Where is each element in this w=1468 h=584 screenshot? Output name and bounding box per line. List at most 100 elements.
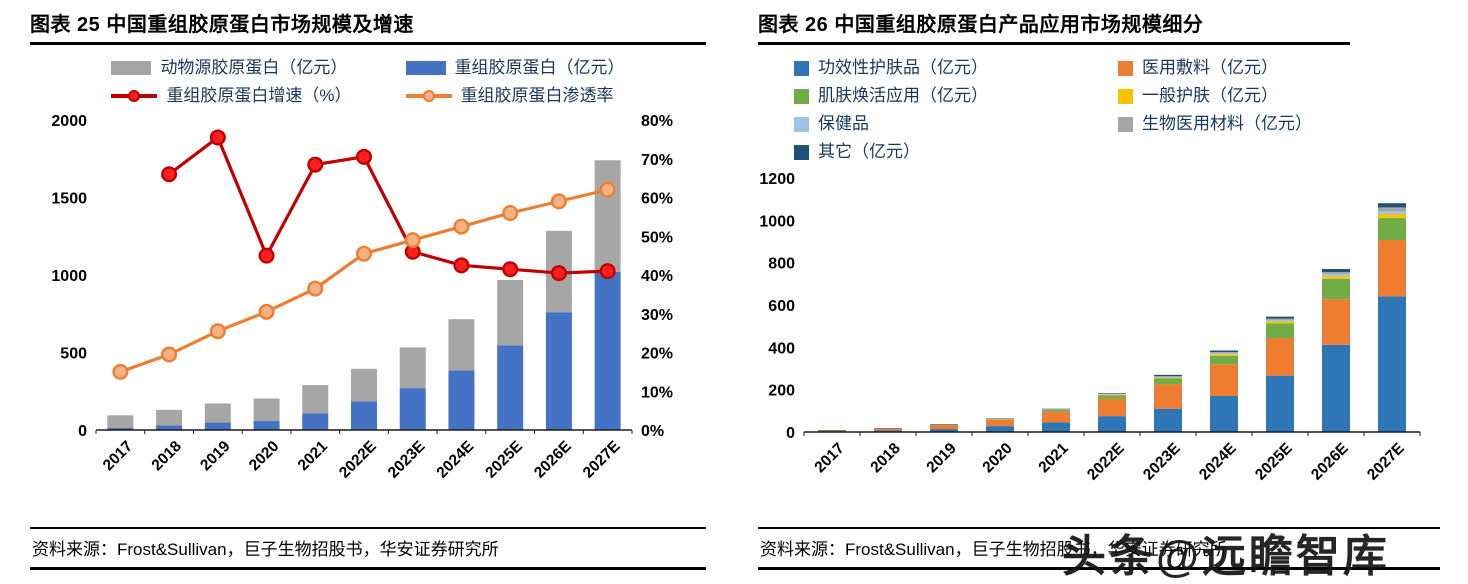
y-axis-label: 400	[768, 340, 795, 357]
x-axis-label: 2020	[246, 438, 282, 474]
bar-segment	[1210, 353, 1238, 355]
left-source-text: 资料来源：Frost&Sullivan，巨子生物招股书，华安证券研究所	[32, 540, 499, 559]
legend-item: 医用敷料（亿元）	[1118, 58, 1312, 78]
line-marker	[502, 204, 519, 221]
bar-segment	[1378, 240, 1406, 297]
x-axis-label: 2018	[149, 438, 186, 475]
bar-segment	[448, 319, 475, 371]
y-axis-label: 200	[768, 383, 795, 400]
bar-segment	[1154, 377, 1182, 379]
bar-segment	[1210, 350, 1238, 352]
legend-item: 动物源胶原蛋白（亿元）	[111, 58, 351, 78]
secondary-y-axis-label: 0%	[641, 423, 664, 440]
bar-segment	[545, 312, 572, 430]
legend-line-swatch	[405, 90, 452, 102]
line-marker	[161, 346, 178, 363]
legend-label: 其它（亿元）	[818, 142, 920, 161]
bar-segment	[448, 370, 475, 430]
y-axis-label: 1200	[759, 171, 795, 188]
bar-segment	[1042, 422, 1070, 432]
line-series	[119, 188, 609, 374]
bar-segment	[1154, 384, 1182, 409]
bar-segment	[1266, 316, 1294, 319]
bar-segment	[107, 427, 134, 430]
bar-segment	[253, 398, 280, 422]
y-axis-label: 600	[768, 298, 795, 315]
line-marker	[356, 245, 373, 262]
y-axis-label: 1000	[51, 268, 87, 285]
secondary-y-axis-label: 60%	[641, 191, 673, 208]
left-chart-legend: 动物源胶原蛋白（亿元） 重组胶原蛋白（亿元） 重组胶原蛋白增速（%） 重组胶原蛋白渗透…	[30, 58, 706, 106]
x-axis-label: 2026E	[531, 438, 575, 482]
legend-label: 肌肤焕活应用（亿元）	[818, 86, 988, 105]
line-marker	[550, 265, 567, 282]
bar-segment	[818, 430, 846, 432]
bar-segment	[156, 425, 183, 430]
bar-segment	[156, 409, 183, 426]
bar-segment	[1266, 338, 1294, 376]
legend-swatch	[405, 61, 446, 75]
x-axis-label: 2026E	[1308, 440, 1352, 484]
line-marker	[502, 261, 519, 278]
bar-segment	[930, 425, 958, 430]
secondary-y-axis-label: 30%	[641, 307, 673, 324]
bar-segment	[1378, 207, 1406, 212]
bar-segment	[1266, 323, 1294, 339]
line-marker	[453, 257, 470, 274]
left-chart-title: 图表 25 中国重组胶原蛋白市场规模及增速	[30, 14, 414, 36]
line-marker	[112, 363, 129, 380]
bar-segment	[1266, 321, 1294, 324]
left-source-block: 资料来源：Frost&Sullivan，巨子生物招股书，华安证券研究所	[30, 527, 706, 570]
line-marker	[307, 156, 324, 173]
legend-swatch	[794, 88, 809, 104]
bar-segment	[399, 388, 426, 430]
line-series	[168, 134, 608, 275]
legend-item: 重组胶原蛋白（亿元）	[405, 58, 625, 78]
bar-segment	[351, 401, 377, 430]
legend-item: 保健品	[794, 114, 988, 134]
x-axis-label: 2022E	[336, 438, 380, 482]
legend-item: 一般护肤（亿元）	[1118, 86, 1312, 106]
bar-segment	[1042, 411, 1070, 423]
bar-segment	[1322, 278, 1350, 300]
line-marker	[550, 193, 567, 210]
line-marker	[307, 280, 324, 297]
y-axis-label: 1500	[51, 191, 87, 208]
legend-swatch	[111, 61, 152, 75]
bar-segment	[1210, 355, 1238, 365]
right-source-block: 资料来源：Frost&Sullivan，巨子生物招股书，华安证券研究所	[758, 527, 1440, 570]
line-marker	[453, 218, 470, 235]
legend-item: 生物医用材料（亿元）	[1118, 114, 1312, 134]
bar-segment	[594, 271, 621, 430]
legend-label: 功效性护肤品（亿元）	[818, 58, 988, 77]
bar-segment	[107, 415, 134, 428]
legend-marker-icon	[422, 90, 435, 102]
bar-segment	[1322, 271, 1350, 275]
x-axis-label: 2018	[867, 440, 904, 477]
bar-segment	[1098, 394, 1126, 396]
y-axis-label: 2000	[51, 113, 87, 130]
bar-segment	[986, 426, 1014, 432]
application-segmentation-chart: 0 200 400 600 800 1000 1200 2017 2018 2019 2020 202…	[759, 171, 1421, 484]
bar-segment	[594, 160, 621, 272]
x-axis-label: 2027E	[1364, 440, 1408, 484]
bar-segment	[874, 428, 902, 431]
x-axis-label: 2019	[923, 440, 960, 477]
legend-swatch	[794, 144, 809, 160]
bar-segment	[497, 279, 524, 346]
legend-label: 一般护肤（亿元）	[1142, 86, 1278, 105]
legend-label: 保健品	[818, 114, 869, 133]
legend-swatch	[794, 60, 809, 76]
bar-segment	[1042, 409, 1070, 412]
right-source-text: 资料来源：Frost&Sullivan，巨子生物招股书，华安证券研究所	[760, 540, 1227, 559]
y-axis-label: 800	[768, 256, 795, 273]
legend-label: 生物医用材料（亿元）	[1142, 114, 1312, 133]
bar-segment	[204, 403, 231, 423]
bar-segment	[204, 422, 231, 430]
line-marker	[258, 303, 275, 320]
bar-segment	[1210, 354, 1238, 356]
bar-segment	[1322, 276, 1350, 279]
legend-line-swatch	[111, 90, 158, 102]
market-size-growth-chart: 0 500 1000 1500 2000 0% 10% 20% 30% 40% 50% 60% 70% 8…	[51, 113, 673, 482]
